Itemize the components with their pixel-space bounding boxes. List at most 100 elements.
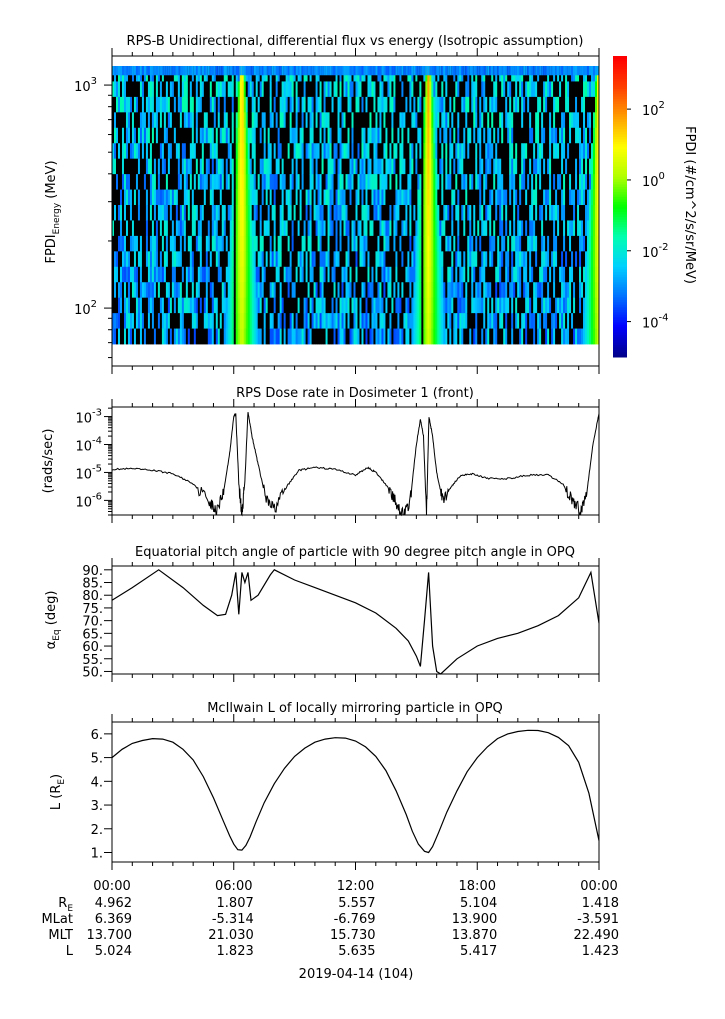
spectrogram-cell [307,66,310,76]
spectrogram-cell [511,297,514,314]
spectrogram-cell [275,96,279,113]
spectrogram-cell [311,189,314,206]
spectrogram-cell [375,220,378,237]
spectrogram-cell [265,313,269,329]
spectrogram-cell [331,143,334,160]
spectrogram-cell [399,235,402,252]
spectrogram-cell [119,313,123,329]
spectrogram-cell [519,66,522,76]
spectrogram-cell [237,112,241,129]
spectrogram-cell [191,158,195,175]
spectrogram-cell [403,220,406,237]
spectrogram-cell [393,220,396,237]
spectrogram-cell [359,112,362,129]
spectrogram-cell [435,174,438,190]
spectrogram-cell [117,143,121,160]
spectrogram-cell [301,158,305,175]
spectrogram-cell [505,328,508,345]
spectrogram-cell [375,282,378,299]
spectrogram-cell [345,220,348,237]
spectrogram-cell [355,189,358,206]
spectrogram-cell [323,220,326,237]
spectrogram-cell [435,189,438,206]
spectrogram-cell [411,220,414,237]
spectrogram-cell [287,205,291,221]
spectrogram-cell [347,235,350,252]
spectrogram-cell [243,112,247,129]
spectrogram-cell [575,112,578,129]
spectrogram-cell [239,282,243,299]
spectrogram-cell [475,328,478,345]
spectrogram-cell [349,66,352,76]
spectrogram-cell [215,313,219,329]
spectrogram-cell [485,266,488,283]
spectrogram-cell [485,96,488,113]
spectrogram-cell [279,66,283,76]
spectrogram-cell [505,143,508,160]
spectrogram-cell [441,205,444,221]
spectrogram-cell [265,235,269,252]
spectrogram-cell [347,127,350,144]
spectrogram-cell [295,220,299,237]
spectrogram-cell [473,251,476,268]
spectrogram-cell [537,297,540,314]
spectrogram-cell [321,127,324,144]
spectrogram-cell [209,127,213,144]
spectrogram-cell [323,266,326,283]
spectrogram-cell [235,112,239,129]
spectrogram-cell [235,158,239,175]
spectrogram-cell [303,66,307,76]
spectrogram-cell [581,235,584,252]
spectrogram-cell [203,205,207,221]
spectrogram-cell [114,81,117,98]
spectrogram-cell [287,282,291,299]
spectrogram-cell [483,96,486,113]
spectrogram-cell [275,313,279,329]
spectrogram-cell [507,282,510,299]
spectrogram-cell [561,96,564,113]
spectrogram-cell [559,81,562,98]
spectrogram-cell [587,112,590,129]
spectrogram-cell [409,158,412,175]
spectrogram-cell [371,143,374,160]
spectrogram-cell [509,205,512,221]
spectrogram-cell [457,205,460,221]
spectrogram-cell [251,205,255,221]
spectrogram-cell [147,127,151,144]
spectrogram-cell [114,266,117,283]
spectrogram-cell [555,66,558,76]
spectrogram-cell [199,81,203,98]
spectrogram-cell [521,81,524,98]
spectrogram-cell [203,266,207,283]
spectrogram-cell [255,158,259,175]
spectrogram-cell [231,112,235,129]
spectrogram-cell [381,205,384,221]
spectrogram-cell [337,96,340,113]
spectrogram-cell [377,282,380,299]
spectrogram-cell [441,81,444,98]
spectrogram-cell [219,251,223,268]
spectrogram-cell [133,96,137,113]
spectrogram-cell [331,66,334,76]
spectrogram-cell [541,313,544,329]
spectrogram-cell [529,235,532,252]
spectrogram-cell [167,282,171,299]
spectrogram-cell [167,96,171,113]
spectrogram-cell [125,205,129,221]
spectrogram-cell [479,313,482,329]
spectrogram-cell [255,174,259,190]
spectrogram-cell [487,143,490,160]
spectrogram-cell [539,313,542,329]
pitch-angle-line [111,569,600,675]
spectrogram-cell [299,81,303,98]
spectrogram-cell [341,81,344,98]
spectrogram-cell [373,282,376,299]
spectrogram-cell [441,189,444,206]
spectrogram-cell [525,251,528,268]
spectrogram-cell [229,189,233,206]
spectrogram-cell [597,174,600,190]
spectrogram-cell [151,96,155,113]
spectrogram-cell [543,189,546,206]
spectrogram-cell [561,313,564,329]
spectrogram-cell [533,328,536,345]
